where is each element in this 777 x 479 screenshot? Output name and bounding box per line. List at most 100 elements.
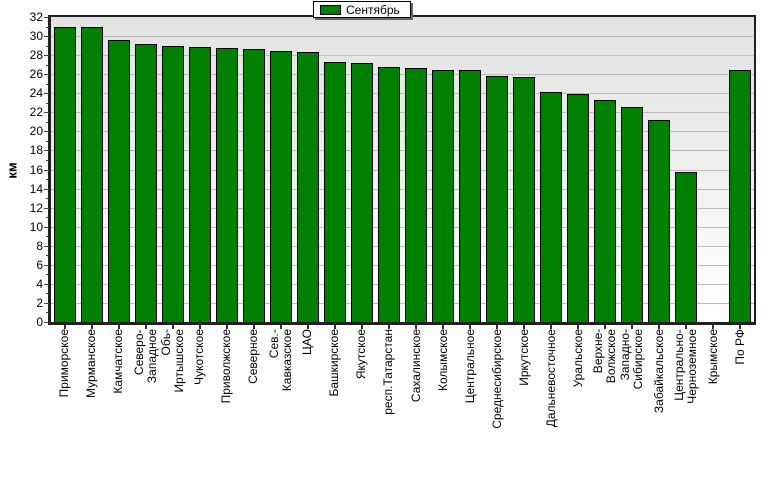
gridline [51, 189, 754, 190]
x-axis-tick [604, 325, 606, 329]
gridline [51, 208, 754, 209]
y-axis-tick [46, 217, 49, 218]
y-axis-tick [44, 93, 49, 94]
y-axis-title: км [4, 162, 20, 179]
x-axis-label: Башкирское [327, 329, 341, 397]
gridline [51, 112, 754, 113]
y-axis-tick [44, 208, 49, 209]
x-axis-tick [280, 325, 282, 329]
x-axis-tick [577, 325, 579, 329]
x-axis-label: Сев.- Кавказское [267, 329, 294, 392]
x-axis-tick [658, 325, 660, 329]
x-axis-tick [172, 325, 174, 329]
x-axis-label: Крымское [706, 329, 720, 385]
x-axis-tick [334, 325, 336, 329]
y-tick-label: 0 [36, 315, 43, 329]
y-axis-tick [44, 36, 49, 37]
y-axis-tick [46, 84, 49, 85]
x-axis-label: Дальневосточное [544, 329, 558, 428]
y-tick-label: 4 [36, 277, 43, 291]
x-axis-label: респ.Татарстан [381, 329, 395, 415]
y-axis-tick [46, 293, 49, 294]
y-tick-label: 22 [29, 105, 43, 119]
gridline [51, 265, 754, 266]
x-axis-tick [712, 325, 714, 329]
gridline [51, 284, 754, 285]
x-axis-label: Забайкальское [652, 329, 666, 414]
x-axis-tick [64, 325, 66, 329]
gridline [51, 36, 754, 37]
y-tick-label: 30 [29, 29, 43, 43]
x-axis-tick [118, 325, 120, 329]
x-axis-tick [253, 325, 255, 329]
y-axis-tick [46, 65, 49, 66]
y-axis-tick [44, 17, 49, 18]
x-axis-label: По РФ [733, 329, 747, 365]
y-tick-label: 14 [29, 182, 43, 196]
gridline [51, 246, 754, 247]
x-axis-label: Северо- Западное [132, 329, 159, 384]
x-axis-tick [496, 325, 498, 329]
y-tick-label: 32 [29, 10, 43, 24]
y-axis-tick [46, 179, 49, 180]
x-axis-tick [739, 325, 741, 329]
x-axis-tick [307, 325, 309, 329]
x-axis-tick [388, 325, 390, 329]
x-axis-tick [199, 325, 201, 329]
y-axis-tick [44, 189, 49, 190]
y-tick-label: 20 [29, 124, 43, 138]
x-axis-label: Верхне- Волжское [591, 329, 618, 384]
gridline [51, 55, 754, 56]
y-tick-label: 24 [29, 86, 43, 100]
x-axis-tick [361, 325, 363, 329]
gridline [51, 303, 754, 304]
y-axis-tick [46, 236, 49, 237]
x-axis-label: Среднесибирское [490, 329, 504, 429]
y-axis-tick [46, 27, 49, 28]
y-axis-tick [46, 198, 49, 199]
y-axis-tick [46, 160, 49, 161]
x-axis-tick [523, 325, 525, 329]
y-tick-label: 12 [29, 201, 43, 215]
y-tick-label: 16 [29, 163, 43, 177]
y-axis-tick [44, 74, 49, 75]
x-axis-tick [550, 325, 552, 329]
gridline [51, 74, 754, 75]
gridlines-layer [51, 17, 754, 322]
y-tick-label: 28 [29, 48, 43, 62]
y-axis-tick [44, 150, 49, 151]
x-axis-label: Центральное [463, 329, 477, 404]
x-axis-label: Приволжское [219, 329, 233, 404]
y-tick-label: 26 [29, 67, 43, 81]
gridline [51, 131, 754, 132]
x-axis-label: Иркутское [517, 329, 531, 386]
y-axis-tick [46, 46, 49, 47]
x-axis-label: Уральское [571, 329, 585, 388]
x-axis-tick [685, 325, 687, 329]
x-axis-label: Приморское [57, 329, 71, 398]
x-axis-label: Северное [246, 329, 260, 384]
legend: Сентябрь [313, 1, 411, 18]
y-tick-label: 6 [36, 258, 43, 272]
y-axis-tick [44, 284, 49, 285]
y-axis-tick [44, 55, 49, 56]
y-axis-tick [44, 303, 49, 304]
y-axis-tick [44, 227, 49, 228]
y-tick-label: 10 [29, 220, 43, 234]
y-axis-tick [44, 246, 49, 247]
x-axis-label: Сахалинское [409, 329, 423, 403]
x-axis-tick [469, 325, 471, 329]
x-axis-tick [442, 325, 444, 329]
y-axis-tick [44, 112, 49, 113]
x-axis-label: Якутское [354, 329, 368, 380]
y-axis-tick [44, 265, 49, 266]
gridline [51, 150, 754, 151]
y-tick-label: 8 [36, 239, 43, 253]
y-axis-tick [46, 122, 49, 123]
y-axis-tick [44, 322, 49, 323]
y-axis-tick [46, 103, 49, 104]
x-axis-label: ЦАО [300, 329, 314, 355]
